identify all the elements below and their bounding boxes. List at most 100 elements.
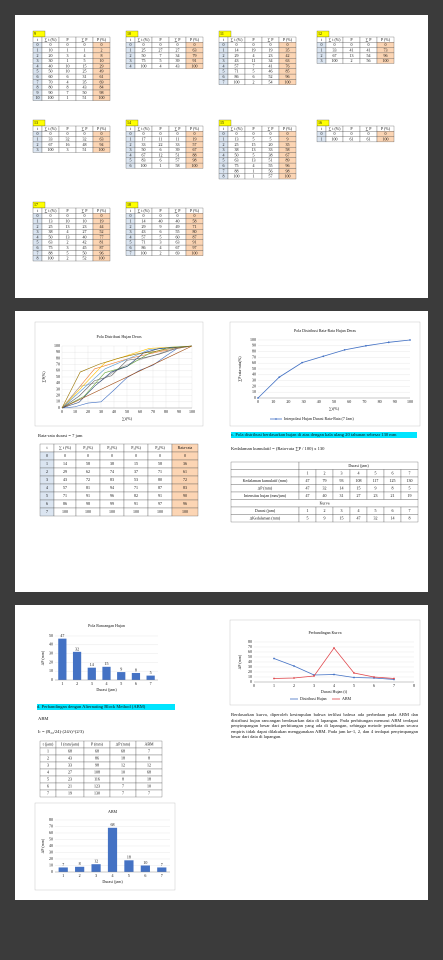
- table-text: 98: [95, 763, 99, 768]
- y-tick-label: 10: [252, 389, 256, 394]
- x-tick-label: 100: [189, 409, 195, 414]
- table-text: 25: [142, 47, 146, 52]
- table-text: 0: [385, 42, 387, 47]
- y-tick-label: 60: [248, 649, 252, 654]
- x-tick-label: 0: [61, 409, 63, 414]
- table-text: 5: [253, 69, 255, 74]
- table-text: 32: [374, 515, 378, 520]
- table-text: ∑ t (%): [329, 37, 342, 42]
- table-number: 12: [318, 31, 322, 36]
- data-point: [365, 344, 367, 347]
- data-point: [343, 348, 346, 351]
- table-text: 97: [158, 501, 162, 506]
- table-text: 4: [223, 63, 225, 68]
- chart-title: Pola Rancangan Hujan: [88, 623, 125, 628]
- table-text: 3: [37, 147, 39, 152]
- table-text: 63: [286, 58, 290, 63]
- table-text: 1: [223, 136, 225, 141]
- bar: [107, 827, 118, 872]
- table-text: 12: [147, 763, 151, 768]
- table-text: 100: [383, 136, 389, 141]
- x-axis-label: Durasi (jam): [102, 879, 123, 884]
- table-text: P (%): [97, 208, 107, 213]
- x-tick-label: 60: [138, 409, 142, 414]
- table-text: 29: [100, 63, 104, 68]
- table-text: 11: [252, 58, 256, 63]
- table-text: Durasi (jam): [348, 463, 369, 468]
- x-tick-label: 40: [317, 399, 321, 404]
- table-text: 10: [36, 95, 40, 100]
- table-text: 23: [83, 224, 87, 229]
- table-text: 29: [235, 53, 239, 58]
- table-text: 63: [176, 240, 180, 245]
- table-text: 83: [183, 485, 187, 490]
- table-text: 83: [142, 158, 146, 163]
- table-text: 41: [367, 47, 371, 52]
- table-text: 50: [142, 147, 146, 152]
- table-text: P (%): [190, 208, 200, 213]
- table-text: 85: [286, 69, 290, 74]
- table-text: 8: [122, 777, 124, 782]
- bar: [131, 672, 141, 680]
- data-point: [333, 647, 335, 649]
- table-text: 6: [253, 74, 255, 79]
- table-text: 6: [392, 508, 394, 513]
- table-text: 0: [270, 42, 272, 47]
- table-text: 108: [356, 478, 362, 483]
- table-text: 90: [183, 493, 187, 498]
- table-text: 32: [83, 136, 87, 141]
- table-text: 72: [86, 477, 90, 482]
- chart-frame: [34, 802, 176, 891]
- table-text: 87: [100, 245, 104, 250]
- table-text: 39: [176, 147, 180, 152]
- table-text: 14: [63, 461, 67, 466]
- table-text: 6: [130, 245, 132, 250]
- table-text: 6: [37, 74, 39, 79]
- x-tick-label: 7: [393, 683, 395, 688]
- data-point: [273, 677, 275, 680]
- table-text: 5: [37, 69, 39, 74]
- table-text: 40: [159, 218, 163, 223]
- table-text: 1: [67, 47, 69, 52]
- table-text: 100: [192, 63, 198, 68]
- x-tick-label: 10: [271, 399, 275, 404]
- table-text: P (%): [283, 37, 293, 42]
- table-text: 1: [46, 461, 48, 466]
- table-cell: [230, 461, 300, 470]
- table-text: 0: [37, 42, 39, 47]
- table-text: 0: [101, 42, 103, 47]
- y-tick-label: 60: [252, 360, 256, 365]
- table-text: 10: [147, 784, 151, 789]
- table-text: 5: [84, 58, 86, 63]
- table-text: 1: [307, 470, 309, 475]
- table-cell: [278, 79, 297, 85]
- table-text: 58: [86, 461, 90, 466]
- table-text: 69: [100, 79, 104, 84]
- table-text: ∑ t (%): [45, 126, 58, 131]
- table-text: 4: [253, 163, 255, 168]
- table-text: 125: [390, 478, 396, 483]
- table-text: 43: [176, 63, 180, 68]
- table-text: t: [46, 445, 48, 450]
- data-point: [409, 339, 411, 341]
- table-text: 5: [375, 470, 377, 475]
- table-text: 42: [83, 240, 87, 245]
- table-text: 97: [193, 245, 197, 250]
- table-text: 54: [269, 79, 273, 84]
- table-text: 86: [95, 756, 99, 761]
- table-text: P: [350, 37, 353, 42]
- table-text: 49: [100, 69, 104, 74]
- bar: [146, 675, 155, 680]
- table-text: 0: [177, 42, 179, 47]
- data-point: [322, 355, 325, 358]
- bar: [140, 865, 150, 872]
- x-tick-label: 50: [125, 409, 129, 414]
- table-text: ∆P (mm): [116, 742, 131, 747]
- table-text: 123: [94, 784, 100, 789]
- table-text: 0: [130, 213, 132, 218]
- x-tick-label: 50: [332, 399, 336, 404]
- table-text: 25: [83, 69, 87, 74]
- table-text: 4: [358, 470, 360, 475]
- table-text: ∑ t (%): [329, 126, 342, 131]
- table-text: 13: [235, 136, 239, 141]
